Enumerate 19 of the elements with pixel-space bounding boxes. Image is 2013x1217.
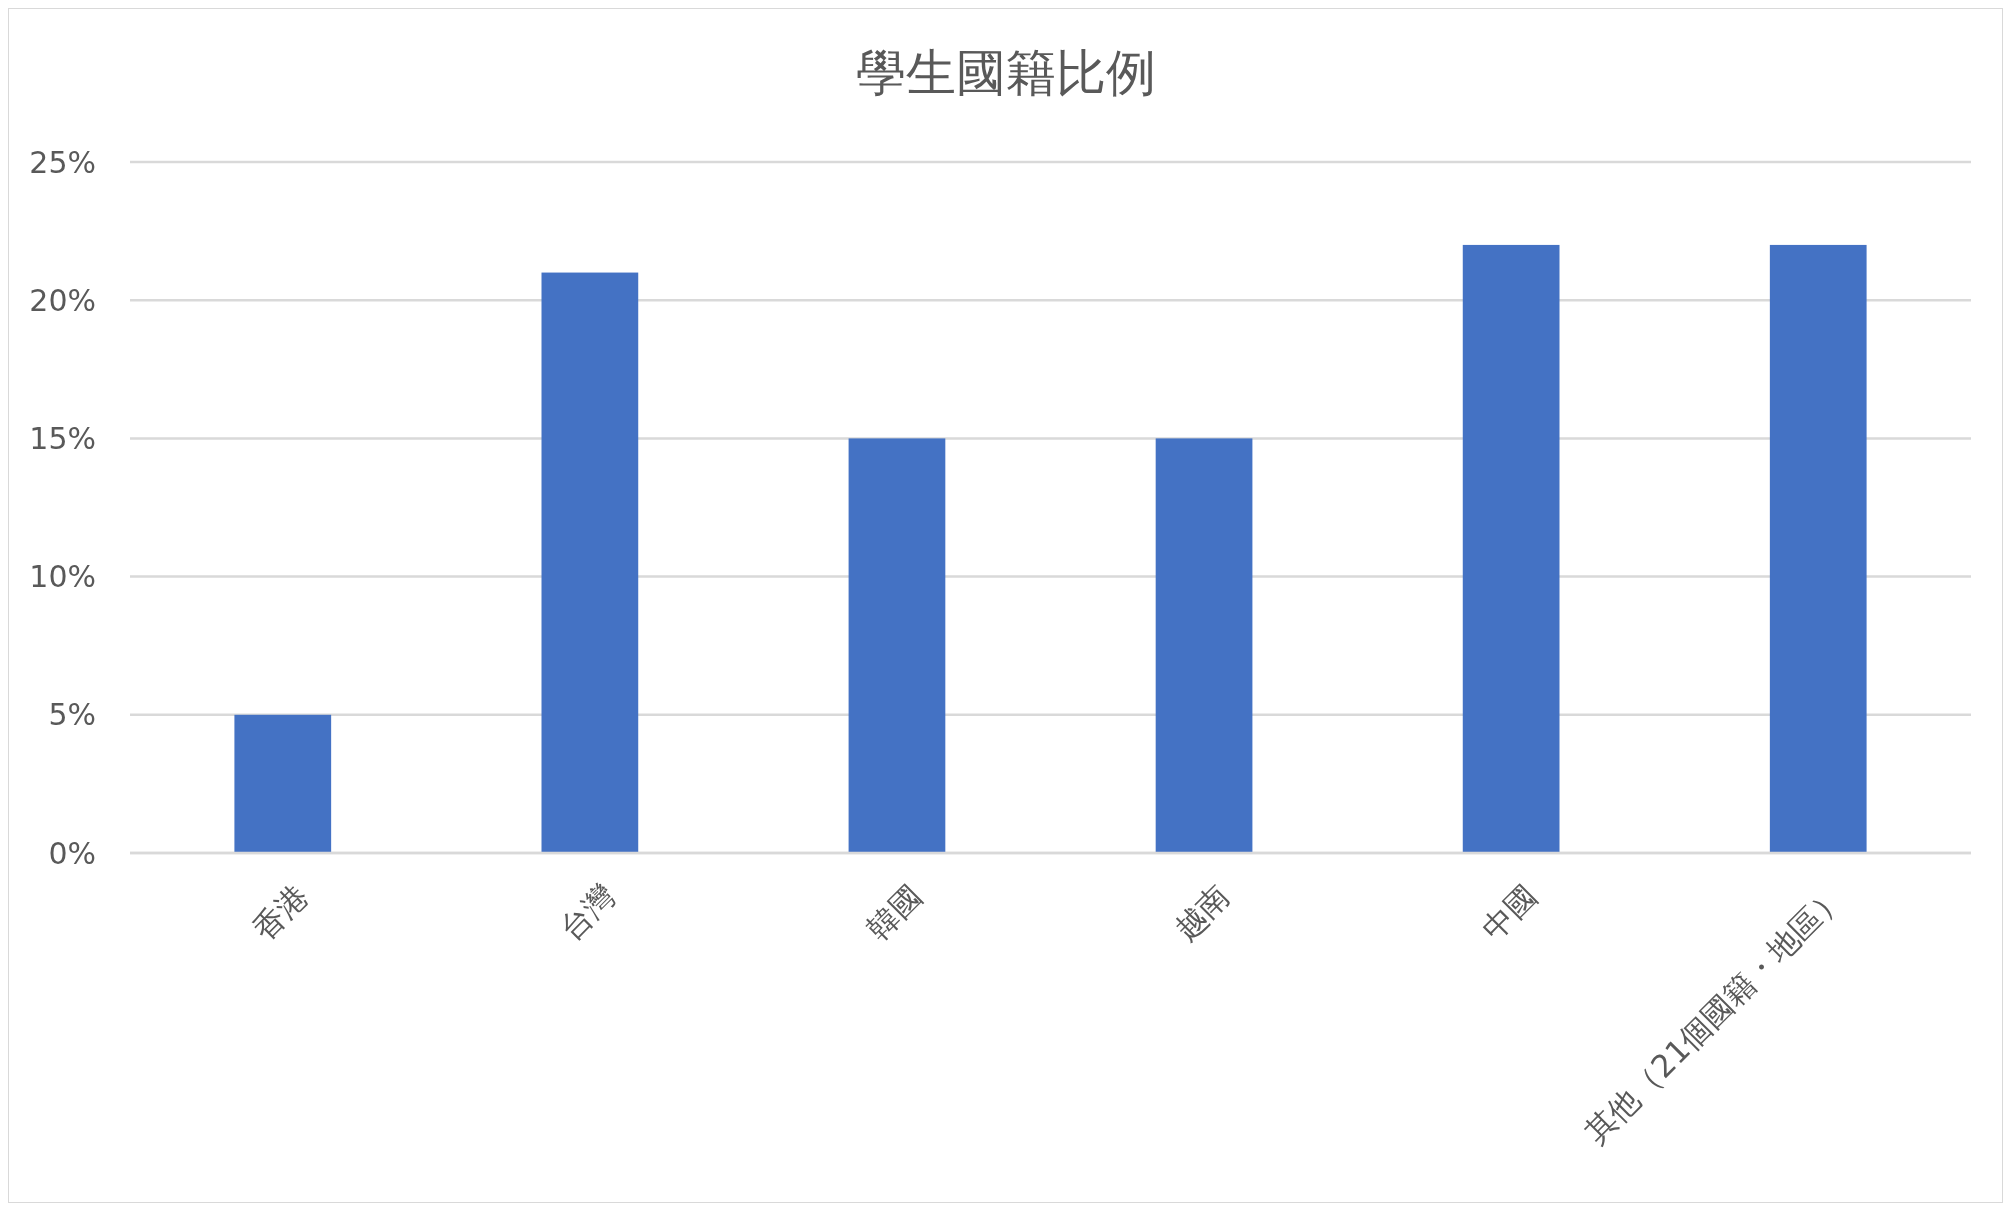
bar bbox=[1155, 438, 1253, 853]
y-tick-label: 25% bbox=[29, 144, 96, 180]
y-tick-label: 20% bbox=[29, 282, 96, 318]
bar bbox=[234, 714, 332, 853]
x-tick-label: 其他（21個國籍・地區） bbox=[1577, 877, 1851, 1151]
y-tick-label: 5% bbox=[48, 697, 96, 733]
bar bbox=[848, 438, 946, 853]
x-tick-label: 韓國 bbox=[859, 877, 930, 948]
x-tick-label: 台灣 bbox=[552, 877, 623, 948]
x-tick-label: 中國 bbox=[1474, 877, 1544, 948]
y-tick-label: 10% bbox=[29, 559, 96, 595]
y-tick-label: 15% bbox=[29, 420, 96, 456]
y-tick-label: 0% bbox=[48, 835, 96, 871]
bar bbox=[1462, 244, 1560, 853]
x-tick-label: 香港 bbox=[245, 877, 316, 948]
x-tick-label: 越南 bbox=[1167, 877, 1237, 948]
chart-title: 學生國籍比例 bbox=[855, 44, 1156, 102]
bar bbox=[1769, 244, 1867, 853]
bar bbox=[541, 272, 639, 853]
